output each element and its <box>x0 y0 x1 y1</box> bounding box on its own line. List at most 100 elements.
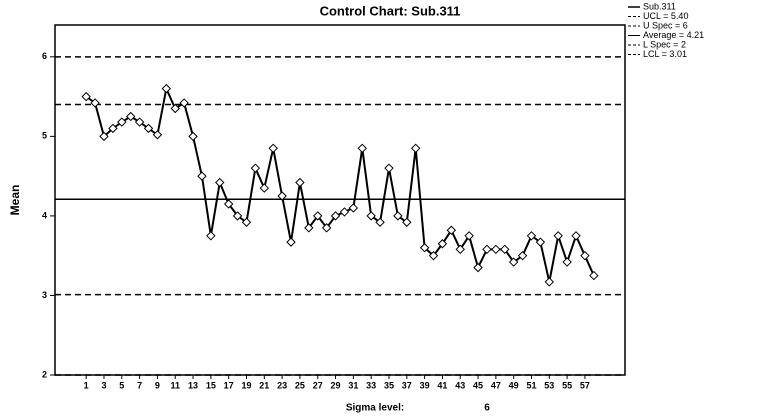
x-tick-label: 1 <box>84 380 89 390</box>
x-tick-label: 15 <box>206 380 216 390</box>
x-tick-label: 23 <box>277 380 287 390</box>
legend-label: L Spec = 2 <box>643 39 686 49</box>
marker <box>313 211 323 221</box>
legend-label: LCL = 3.01 <box>643 49 687 59</box>
marker <box>544 277 555 287</box>
marker <box>99 131 109 142</box>
marker <box>446 225 457 235</box>
marker <box>482 244 492 255</box>
marker <box>259 183 270 193</box>
x-tick-label: 49 <box>509 380 519 390</box>
marker <box>455 244 465 255</box>
marker <box>562 257 572 267</box>
marker <box>241 217 252 227</box>
marker <box>134 117 145 127</box>
marker <box>535 237 546 247</box>
marker <box>491 244 501 255</box>
x-tick-label: 13 <box>188 380 198 390</box>
marker <box>500 244 510 255</box>
y-tick-label: 6 <box>42 51 47 61</box>
x-tick-label: 41 <box>437 380 447 390</box>
x-tick-label: 31 <box>348 380 358 390</box>
series-line <box>85 85 595 283</box>
marker <box>384 163 394 173</box>
marker <box>90 98 100 108</box>
marker <box>250 163 261 173</box>
marker <box>232 211 243 221</box>
marker <box>188 131 198 142</box>
x-tick-label: 21 <box>259 380 269 390</box>
marker <box>223 199 234 209</box>
marker <box>517 250 528 261</box>
marker <box>206 231 216 241</box>
x-tick-label: 27 <box>313 380 323 390</box>
marker <box>526 231 537 241</box>
x-tick-label: 25 <box>295 380 305 390</box>
y-tick-label: 4 <box>42 210 47 220</box>
marker <box>419 243 430 253</box>
x-tick-label: 35 <box>384 380 394 390</box>
x-tick-label: 19 <box>241 380 251 390</box>
x-tick-label: 37 <box>402 380 412 390</box>
marker <box>580 250 590 261</box>
x-tick-label: 33 <box>366 380 376 390</box>
marker <box>286 237 296 247</box>
legend-label: Average = 4.21 <box>643 30 704 40</box>
marker <box>473 262 483 273</box>
marker <box>268 143 278 154</box>
y-axis-label: Mean <box>8 185 22 216</box>
x-tick-label: 45 <box>473 380 483 390</box>
x-tick-label: 55 <box>562 380 572 390</box>
marker <box>215 177 225 188</box>
marker <box>277 191 287 201</box>
marker <box>357 143 367 154</box>
marker <box>366 211 376 221</box>
x-tick-label: 47 <box>491 380 501 390</box>
marker <box>197 171 207 181</box>
marker <box>375 217 385 227</box>
marker <box>179 98 189 108</box>
x-tick-label: 9 <box>155 380 160 390</box>
x-tick-label: 5 <box>119 380 124 390</box>
marker <box>161 83 172 94</box>
marker <box>339 207 350 217</box>
x-tick-label: 29 <box>331 380 341 390</box>
marker <box>125 111 136 122</box>
x-tick-label: 11 <box>170 380 180 390</box>
x-tick-label: 53 <box>544 380 554 390</box>
marker <box>108 123 118 134</box>
y-tick-label: 5 <box>42 131 47 141</box>
marker <box>464 231 474 241</box>
marker <box>428 250 439 261</box>
x-axis-label: Sigma level: <box>346 403 404 414</box>
chart-title: Control Chart: Sub.311 <box>320 3 461 18</box>
plot-frame <box>54 24 626 376</box>
marker <box>348 203 359 213</box>
legend-label: UCL = 5.40 <box>643 11 688 21</box>
marker <box>152 130 163 140</box>
x-tick-label: 39 <box>420 380 430 390</box>
marker <box>393 211 403 221</box>
marker <box>117 117 127 127</box>
marker <box>143 123 154 134</box>
marker <box>589 270 599 281</box>
x-tick-label: 51 <box>526 380 536 390</box>
marker <box>508 257 519 267</box>
x-tick-label: 57 <box>580 380 590 390</box>
sigma-value: 6 <box>484 403 490 414</box>
marker <box>410 143 421 154</box>
marker <box>321 223 332 233</box>
marker <box>571 231 581 241</box>
x-tick-label: 17 <box>224 380 234 390</box>
y-tick-label: 2 <box>42 369 47 379</box>
legend-label: U Spec = 6 <box>643 20 688 30</box>
x-tick-label: 43 <box>455 380 465 390</box>
marker <box>295 177 305 188</box>
x-tick-label: 7 <box>137 380 142 390</box>
marker <box>553 231 563 241</box>
x-tick-label: 3 <box>101 380 106 390</box>
marker <box>402 217 412 227</box>
y-tick-label: 3 <box>42 290 47 300</box>
marker <box>170 103 180 114</box>
marker <box>437 239 448 249</box>
